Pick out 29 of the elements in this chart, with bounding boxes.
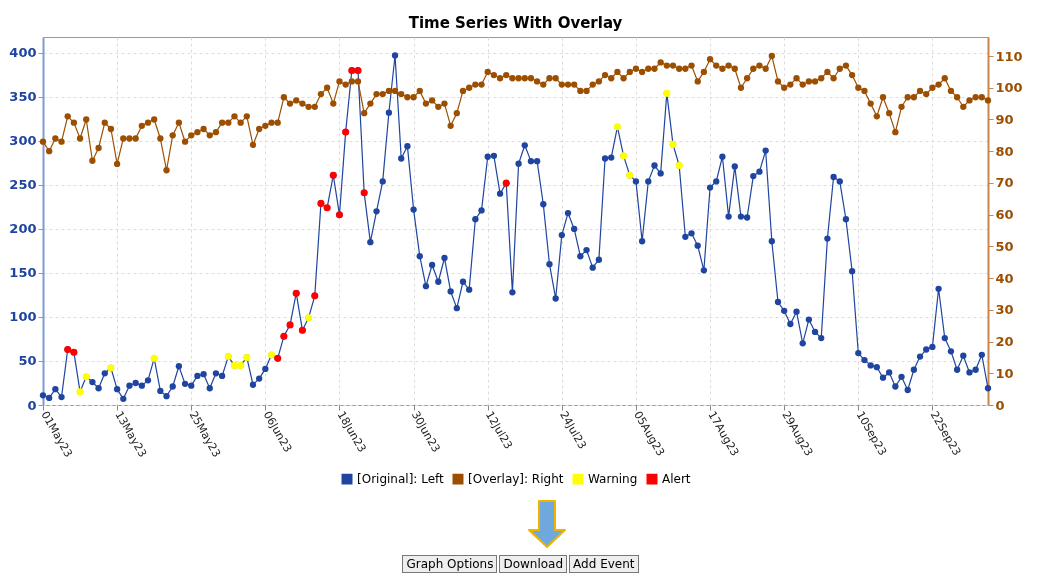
button: Add Event <box>569 555 639 573</box>
y2-tick-label: 70 <box>995 175 1014 191</box>
y2-tick-label: 30 <box>995 302 1014 318</box>
legend-label: Alert <box>662 472 691 487</box>
legend-label: [Original]: Left <box>357 472 445 487</box>
y2-tick-label: 10 <box>995 365 1014 381</box>
legend-label: [Overlay]: Right <box>468 472 564 487</box>
y-tick-label: 400 <box>9 45 37 61</box>
y2-tick-label: 40 <box>995 270 1014 286</box>
y2-tick-label: 100 <box>995 80 1023 96</box>
button: Graph Options <box>402 555 498 573</box>
y2-tick-label: 60 <box>995 207 1014 223</box>
y-tick-label: 250 <box>9 177 37 193</box>
y2-tick-label: 80 <box>995 143 1014 159</box>
y2-tick-label: 20 <box>995 334 1014 350</box>
y-tick-label: 50 <box>18 353 37 369</box>
y-tick-label: 200 <box>9 221 37 237</box>
y-tick-label: 350 <box>9 89 37 105</box>
y-tick-label: 0 <box>27 397 37 413</box>
y-tick-label: 300 <box>9 133 37 149</box>
button: Download <box>499 555 568 573</box>
y-tick-label: 100 <box>9 309 37 325</box>
y2-tick-label: 0 <box>995 397 1005 413</box>
y2-tick-label: 50 <box>995 238 1014 254</box>
y-tick-label: 150 <box>9 265 37 281</box>
y2-tick-label: 110 <box>995 48 1023 64</box>
legend-label: Warning <box>588 472 638 487</box>
y2-tick-label: 90 <box>995 111 1014 127</box>
chart-title: Time Series With Overlay <box>408 14 623 32</box>
